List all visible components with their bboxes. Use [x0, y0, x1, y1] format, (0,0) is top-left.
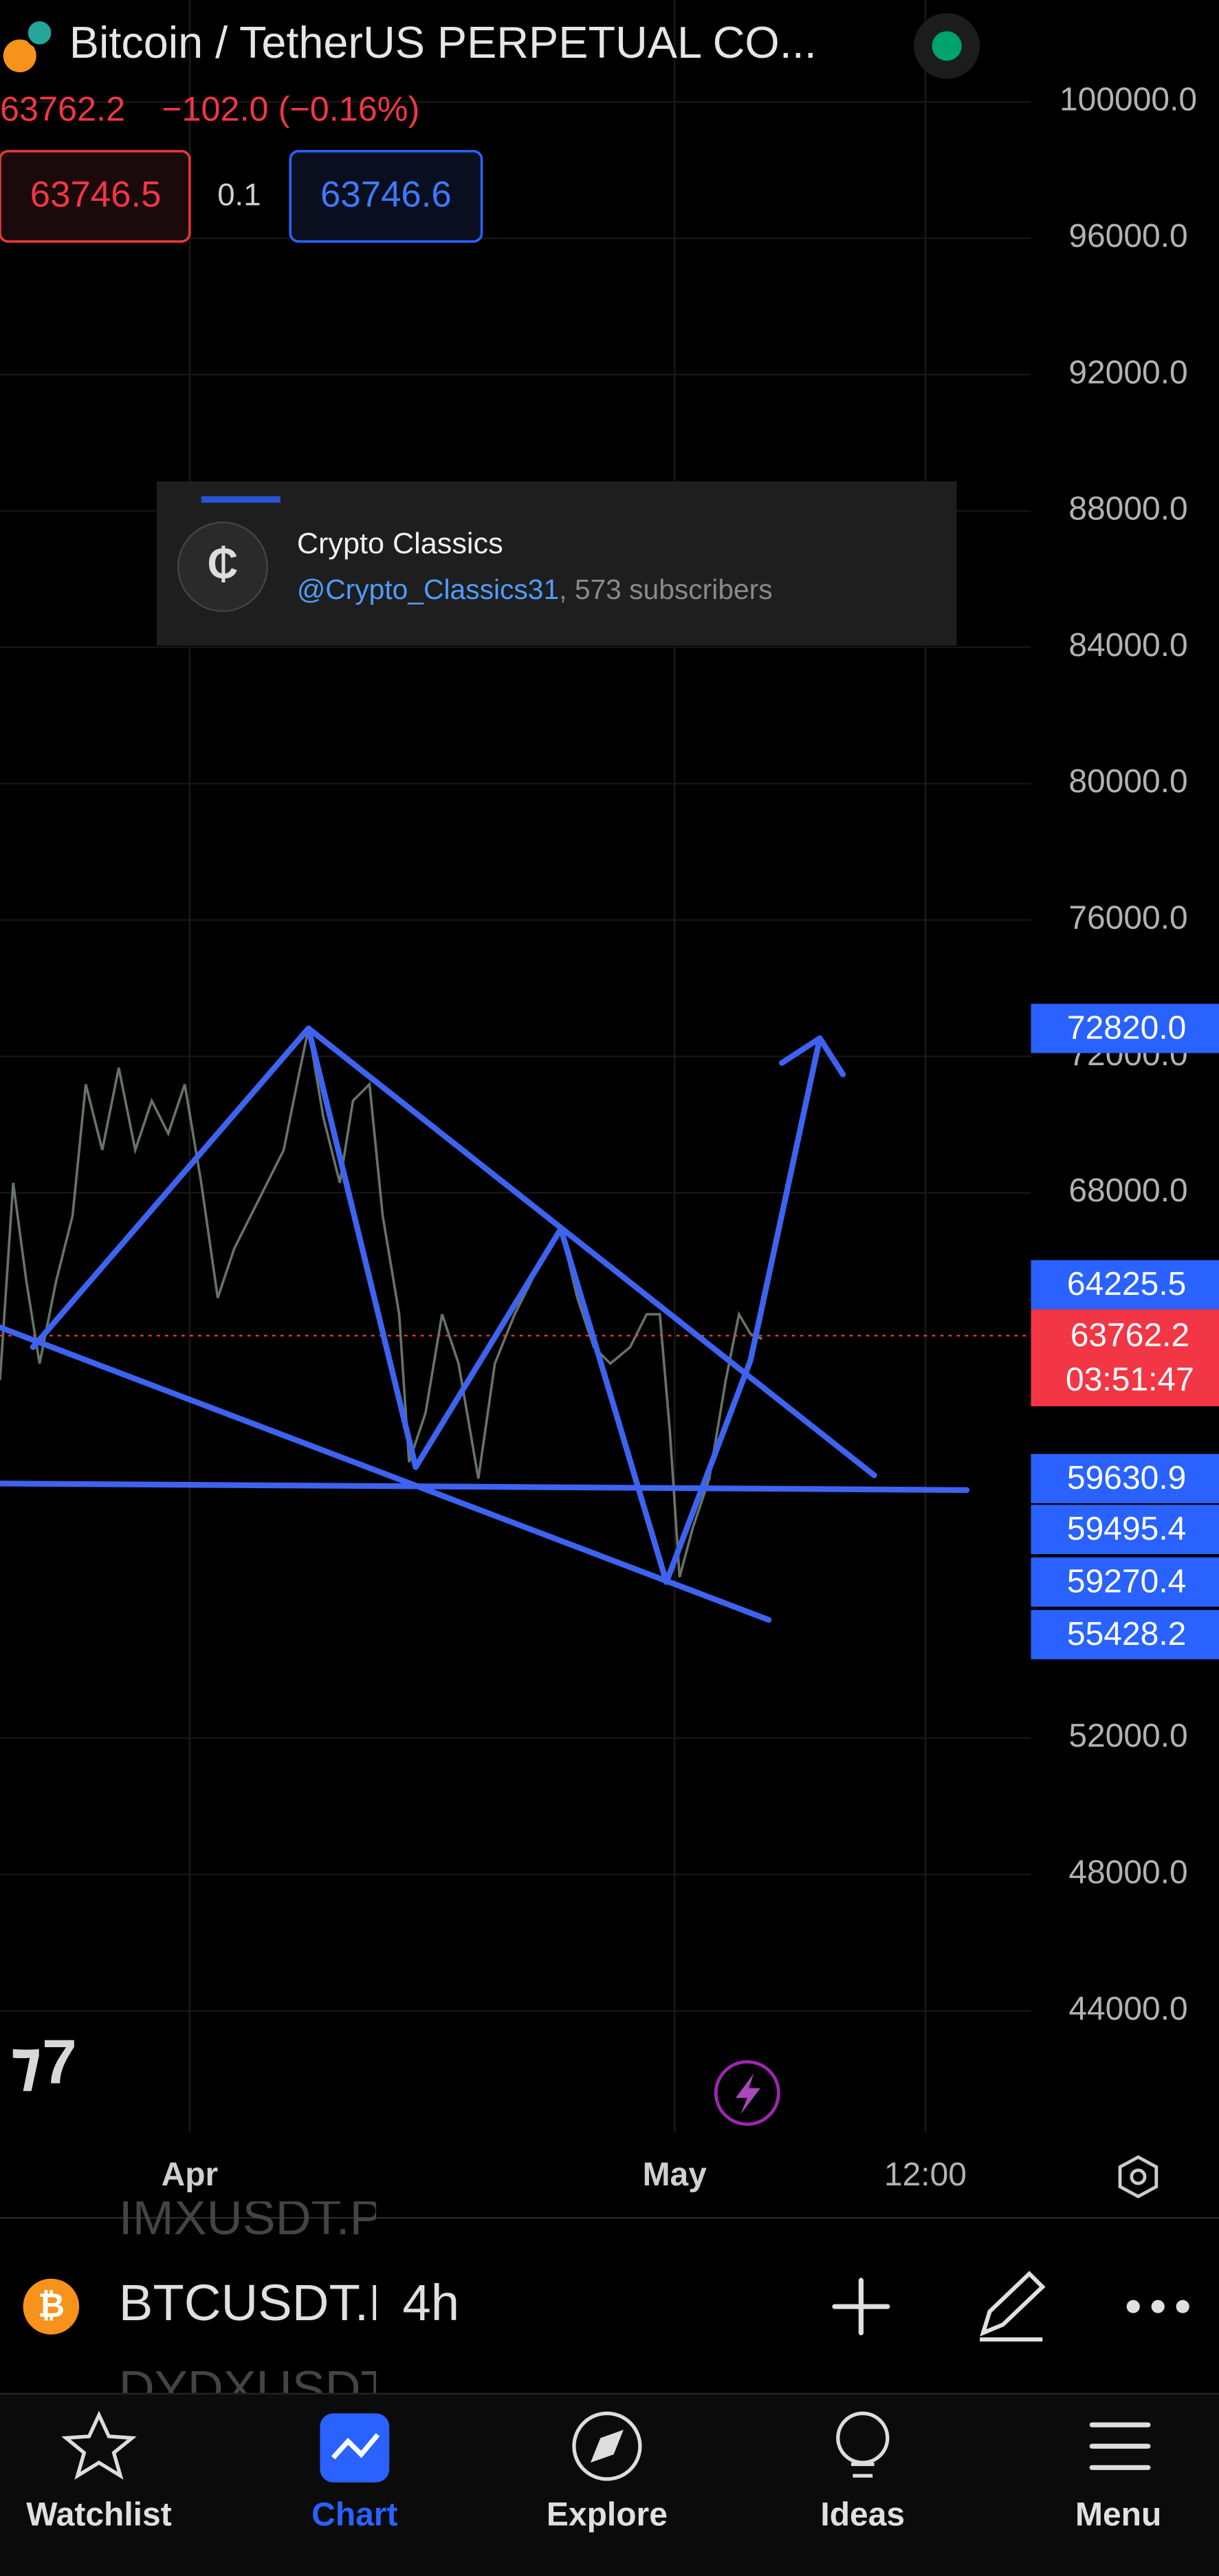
draw-button[interactable] — [980, 2271, 1046, 2342]
time-tick-label: 12:00 — [884, 2157, 967, 2193]
flash-button[interactable] — [714, 2060, 780, 2126]
btc-icon — [3, 39, 36, 73]
symbol-title: Bitcoin / TetherUS PERPETUAL CO... — [69, 17, 817, 67]
menu-icon[interactable] — [1089, 2422, 1151, 2470]
buy-price[interactable]: 63746.6 — [320, 175, 452, 215]
price-tick-label: 88000.0 — [1068, 491, 1187, 527]
more-button[interactable] — [1126, 2300, 1189, 2313]
card-tab — [201, 496, 281, 503]
nav-label[interactable]: Ideas — [820, 2497, 905, 2533]
price-tick-label: 76000.0 — [1068, 900, 1187, 937]
settings-icon-center — [1130, 2168, 1147, 2185]
time-axis: Apr May 12:00 — [162, 2157, 967, 2193]
price-axis: 100000.0 96000.0 92000.0 88000.0 84000.0 8000… — [1031, 82, 1219, 2027]
status-dot — [932, 31, 962, 61]
price-badge-label: 59630.9 — [1067, 1460, 1186, 1496]
price-tick-label: 68000.0 — [1068, 1172, 1187, 1209]
channel-handle[interactable]: @Crypto_Classics31 — [297, 574, 559, 605]
price-badge — [1031, 1557, 1219, 1607]
tv-logo[interactable]: ⁊7 — [10, 2028, 76, 2097]
price-badge — [1031, 1260, 1219, 1310]
price-tick-label: 48000.0 — [1068, 1855, 1187, 1891]
nav-labels: Watchlist Chart Explore Ideas Menu — [26, 2497, 1161, 2533]
spread: 0.1 — [217, 177, 261, 212]
buy-button[interactable] — [289, 149, 483, 243]
last-price-label: 63762.2 — [1070, 1317, 1189, 1353]
explore-icon[interactable] — [572, 2411, 642, 2481]
nav-label[interactable]: Chart — [311, 2497, 397, 2533]
bottom-nav — [0, 2393, 1219, 2576]
time-grid — [188, 0, 927, 2132]
price-tick-label: 52000.0 — [1068, 1718, 1187, 1754]
tether-icon — [24, 18, 55, 48]
price-path — [0, 1028, 763, 1578]
nav-label[interactable]: Watchlist — [26, 2497, 172, 2533]
price-tick-label: 92000.0 — [1068, 354, 1187, 391]
price-badge-label: 59495.4 — [1067, 1511, 1186, 1547]
last-price-badge — [1031, 1309, 1219, 1407]
current-symbol[interactable]: BTCUSDT.P — [119, 2274, 403, 2331]
price-badge-label: 55428.2 — [1067, 1616, 1186, 1652]
price-badge — [1031, 1454, 1219, 1503]
watchlist-icon[interactable] — [61, 2410, 137, 2480]
pattern-drawing — [0, 1025, 970, 1623]
add-button[interactable] — [832, 2278, 890, 2336]
time-tick-label: Apr — [162, 2157, 219, 2193]
price-badge-label: 59270.4 — [1067, 1564, 1186, 1600]
price-badge — [1031, 1505, 1219, 1555]
sell-button[interactable] — [0, 150, 191, 243]
price-tick-label: 96000.0 — [1068, 218, 1187, 254]
bar-countdown: 03:51:47 — [1066, 1362, 1194, 1398]
symbol-icon — [23, 2278, 80, 2335]
settings-icon[interactable] — [1118, 2155, 1158, 2198]
nav-label[interactable]: Explore — [547, 2497, 668, 2533]
channel-name: Crypto Classics — [297, 527, 503, 560]
price-tick-label: 84000.0 — [1068, 627, 1187, 664]
price-tick-label: 44000.0 — [1068, 1991, 1187, 2027]
price-tick-label: 80000.0 — [1068, 763, 1187, 800]
subscriber-count: , 573 subscribers — [559, 574, 772, 605]
explore-needle — [590, 2430, 624, 2463]
symbol-icon-glyph: ₿ — [38, 2288, 65, 2324]
time-tick-label: May — [643, 2157, 707, 2193]
symbol-carousel[interactable]: IMXUSDT.P BTCUSDT.P DYDXUSDT — [119, 2190, 403, 2416]
nav-label[interactable]: Menu — [1075, 2497, 1161, 2533]
price-badge-label: 64225.5 — [1067, 1266, 1186, 1302]
last-price: 63762.2 — [0, 89, 125, 129]
sell-price[interactable]: 63746.5 — [30, 175, 162, 215]
avatar-glyph: ₵ — [207, 541, 238, 588]
price-change: −102.0 (−0.16%) — [162, 89, 419, 129]
price-badge — [1031, 1610, 1219, 1659]
price-badge-label: 72820.0 — [1067, 1010, 1186, 1047]
channel-card[interactable] — [156, 481, 957, 646]
channel-avatar — [177, 521, 268, 612]
flash-icon — [736, 2073, 761, 2115]
chart-icon-line — [331, 2433, 380, 2460]
channel-meta: @Crypto_Classics31, 573 subscribers — [297, 574, 773, 605]
price-tick-label: 100000.0 — [1059, 82, 1197, 118]
prev-symbol: IMXUSDT.P — [119, 2190, 383, 2245]
price-badge — [1031, 1003, 1219, 1054]
interval[interactable]: 4h — [402, 2274, 459, 2331]
ideas-icon-base — [850, 2462, 875, 2478]
